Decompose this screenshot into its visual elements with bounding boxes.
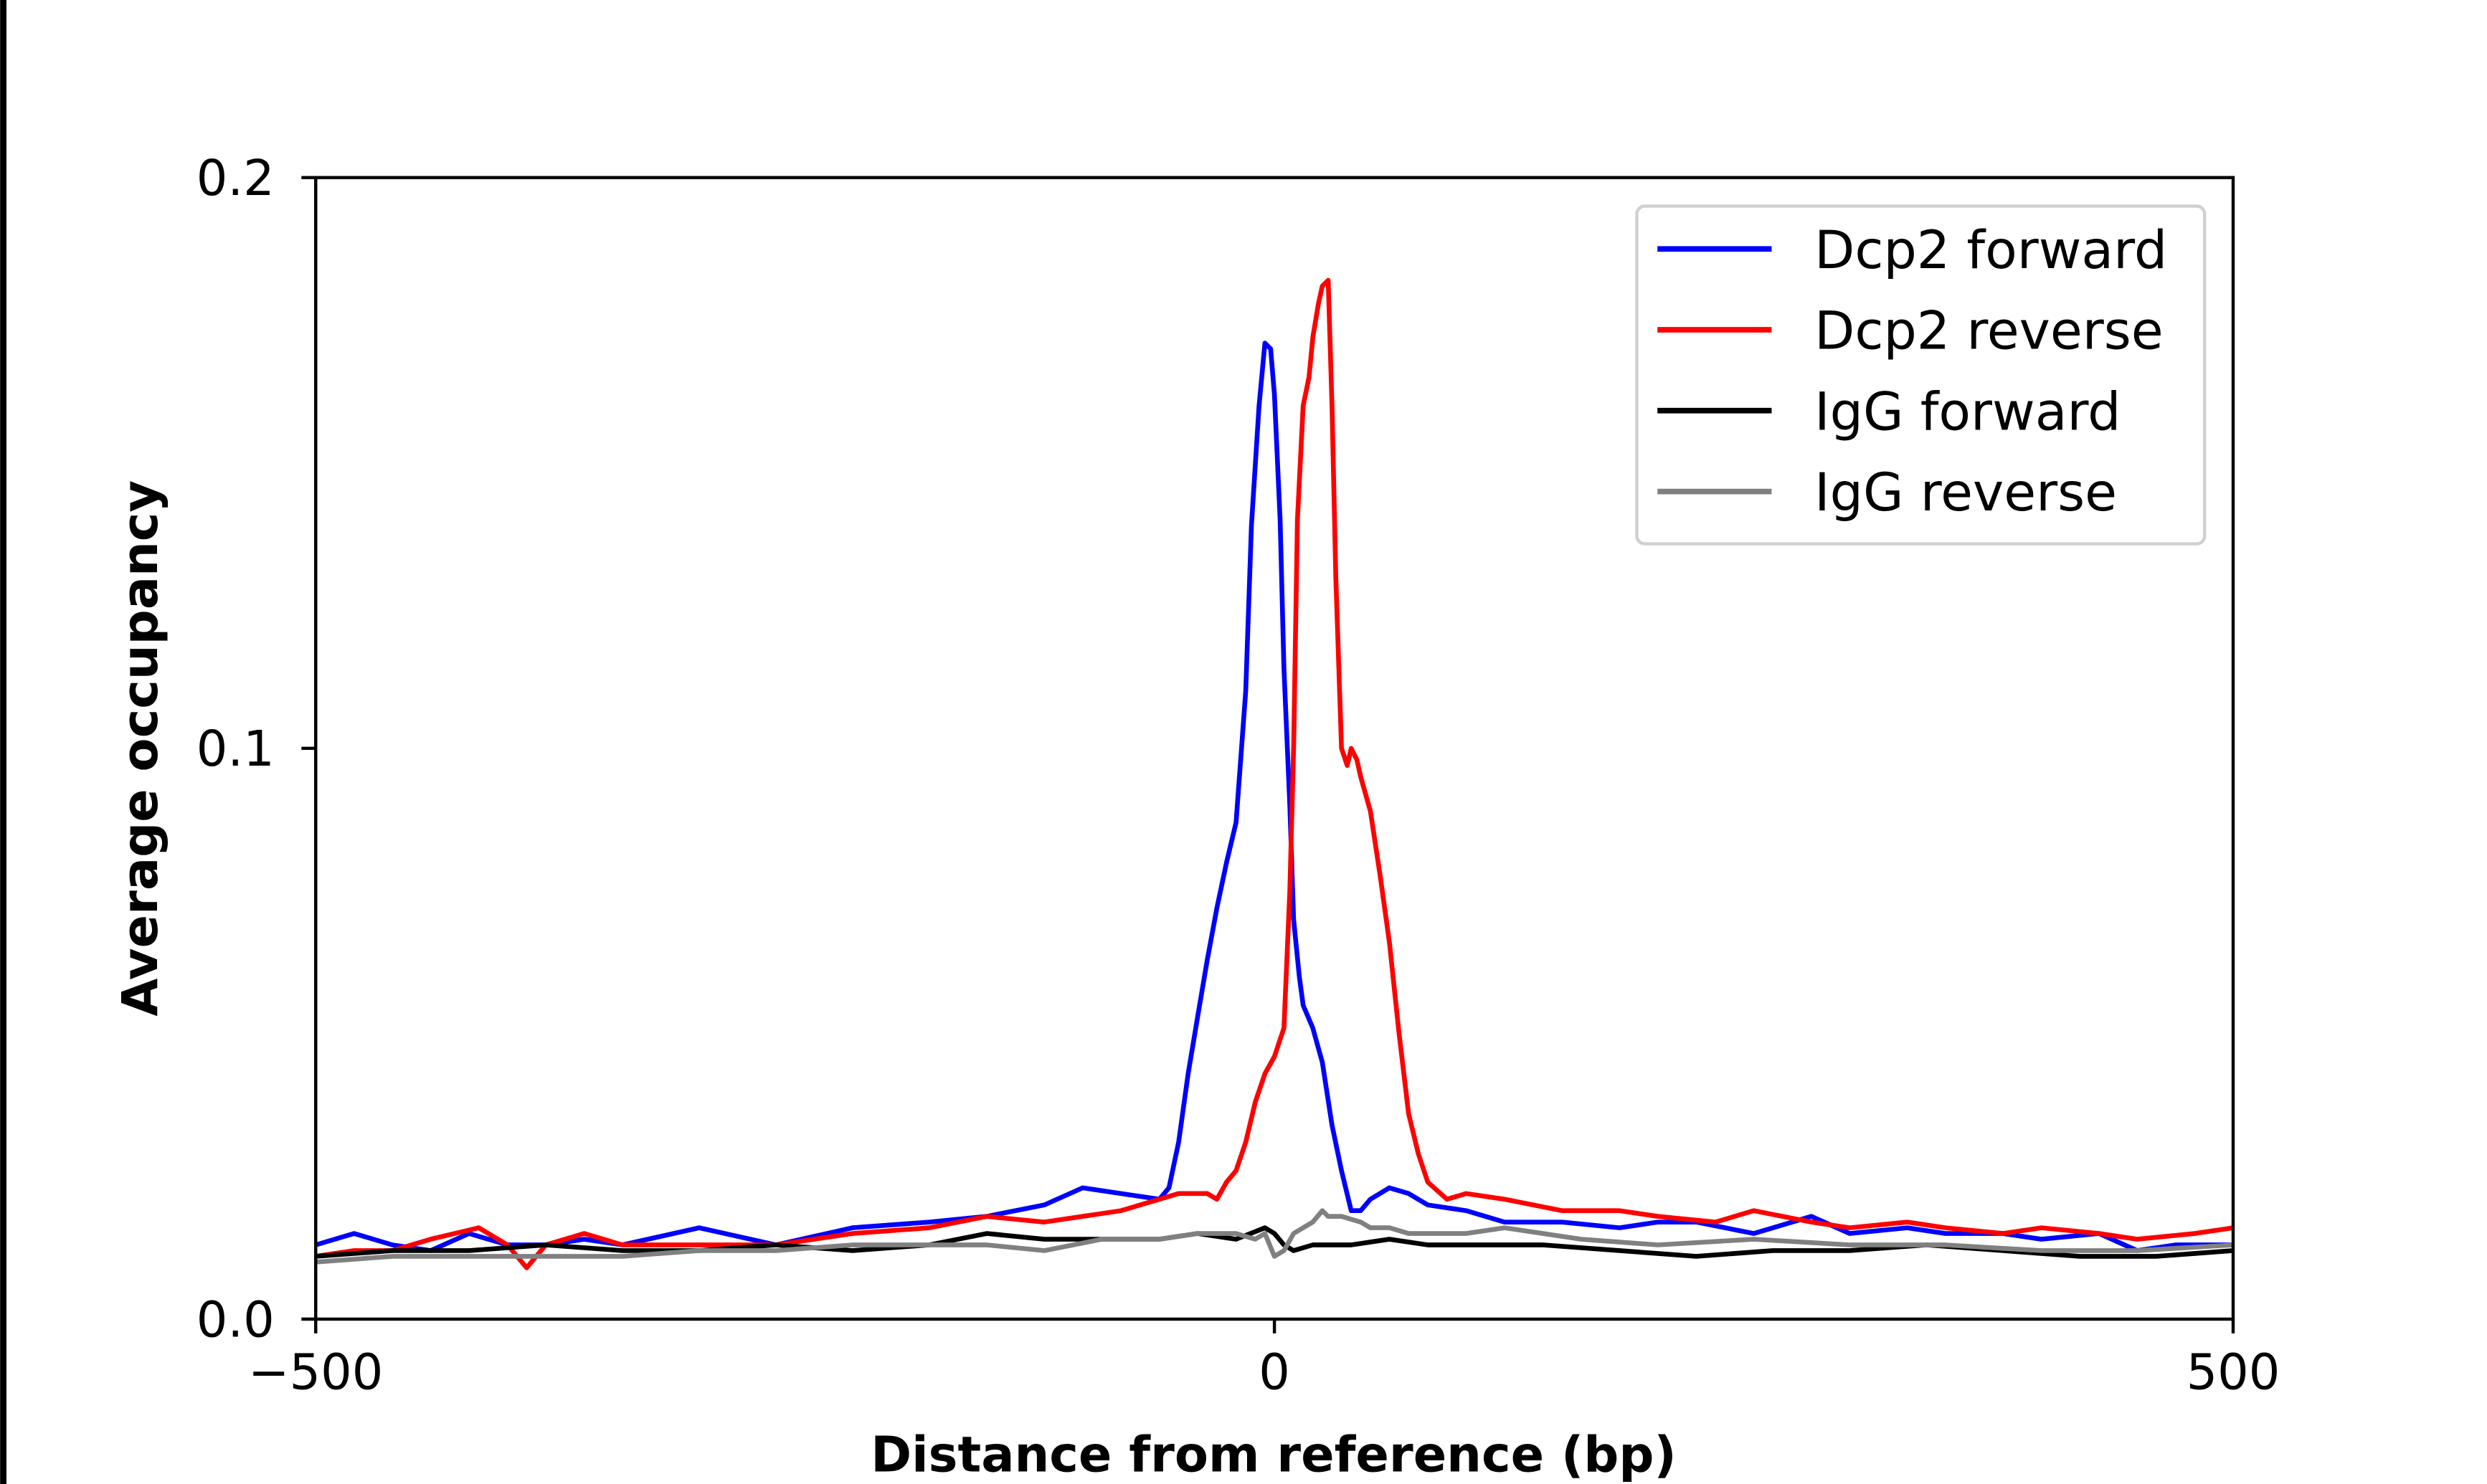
legend: Dcp2 forward Dcp2 reverse IgG forward IgG r… (1635, 204, 2207, 546)
legend-label: Dcp2 forward (1814, 220, 2167, 281)
y-tick-label: 0.0 (196, 1291, 275, 1349)
legend-entry: Dcp2 forward (1657, 220, 2167, 281)
y-axis-label: Average occupancy (112, 480, 169, 1017)
series-layer (315, 277, 2234, 1270)
left-border (0, 0, 7, 1484)
legend-label: Dcp2 reverse (1814, 301, 2164, 362)
ticks: −500 0 500 0.0 0.1 0.2 (196, 150, 2280, 1401)
x-tick-label: 500 (2187, 1343, 2280, 1401)
series-line-dcp2-reverse (315, 277, 2234, 1270)
x-tick-label: −500 (248, 1343, 383, 1401)
series-line-igg-reverse (316, 1208, 2234, 1265)
x-tick-label: 0 (1259, 1343, 1290, 1401)
legend-entry: IgG forward (1657, 381, 2121, 442)
x-axis-label: Distance from reference (bp) (871, 1426, 1677, 1483)
legend-entry: IgG reverse (1657, 462, 2117, 523)
legend-entry: Dcp2 reverse (1657, 301, 2164, 362)
series-line-dcp2-forward (315, 341, 2234, 1253)
series-line-igg-forward (316, 1225, 2234, 1259)
legend-label: IgG forward (1814, 381, 2121, 442)
y-tick-label: 0.2 (196, 150, 275, 207)
legend-label: IgG reverse (1814, 462, 2117, 523)
legend-box (1635, 204, 2207, 546)
y-tick-label: 0.1 (196, 720, 275, 778)
